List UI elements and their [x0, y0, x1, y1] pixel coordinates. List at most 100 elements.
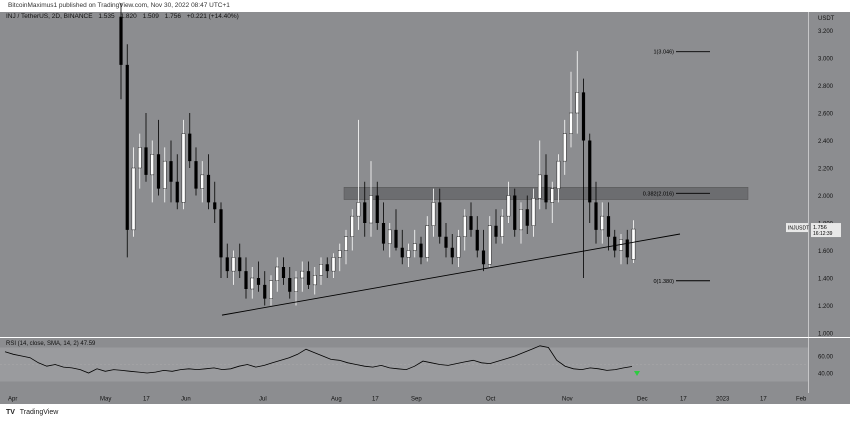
- candle-body: [425, 225, 430, 258]
- candle-body: [419, 243, 423, 258]
- candle-body: [331, 257, 336, 272]
- tradingview-logo-icon: TV: [6, 409, 15, 416]
- time-axis[interactable]: [0, 393, 850, 404]
- candle-body: [156, 154, 161, 189]
- candle-body: [194, 161, 198, 189]
- candle-body: [544, 174, 548, 203]
- candle-body: [487, 225, 492, 265]
- candle-body: [125, 64, 129, 230]
- time-tick-label: Jun: [181, 397, 191, 403]
- candle-body: [294, 277, 298, 292]
- high-value: 1.820: [120, 13, 137, 20]
- candle-body: [431, 202, 436, 226]
- price-tick-label: 3.200: [818, 29, 834, 35]
- candle-body: [181, 133, 186, 203]
- candle-body: [131, 167, 136, 231]
- candle-body: [150, 154, 155, 176]
- candle-body: [581, 92, 586, 141]
- price-tick-label: 1.000: [818, 332, 834, 338]
- rsi-layer: 60.00 40.00: [0, 345, 834, 382]
- candle-body: [381, 223, 386, 244]
- axis-labels-layer: 3.2003.0002.8002.6002.4002.2002.0001.800…: [8, 16, 841, 403]
- price-tag-value: 1.756: [813, 225, 827, 231]
- publish-info: BitcoinMaximus1 published on TradingView…: [0, 0, 850, 12]
- candle-body: [625, 239, 629, 258]
- candle-body: [531, 198, 536, 226]
- candle-body: [206, 174, 211, 203]
- time-tick-label: May: [100, 397, 111, 403]
- currency-label: USDT: [818, 16, 835, 22]
- candle-body: [200, 174, 205, 189]
- ascending-support-line: [221, 233, 681, 316]
- rsi-label-text: RSI (14, close, SMA, 14, 2): [6, 341, 79, 347]
- price-tick-label: 1.600: [818, 249, 834, 255]
- fib-level-label: 0(1.380): [654, 279, 675, 285]
- fib-level-label: 1(3.046): [654, 50, 675, 56]
- candle-body: [494, 225, 498, 237]
- chart-canvas[interactable]: 1(3.046)0.382(2.016)0(1.380) 60.0040.00 …: [0, 0, 850, 404]
- brand-name: TradingView: [19, 409, 59, 416]
- candle-body: [356, 202, 361, 217]
- candle-body: [188, 133, 192, 162]
- time-tick-label: Jul: [259, 397, 267, 403]
- candle-body: [562, 133, 567, 162]
- candle-body: [438, 202, 442, 237]
- candle-body: [137, 147, 142, 169]
- time-tick-label: Apr: [8, 397, 17, 403]
- candle-body: [556, 160, 561, 189]
- price-tag-value-box: [811, 223, 841, 238]
- candle-body: [519, 209, 523, 231]
- candle-body: [444, 236, 448, 248]
- candle-body: [550, 188, 555, 203]
- time-tick-label: 2023: [716, 397, 730, 403]
- candle-body: [469, 216, 473, 230]
- candle-body: [450, 247, 454, 258]
- candle-body: [319, 264, 323, 276]
- time-tick-label: Oct: [486, 397, 496, 403]
- price-tick-label: 1.200: [818, 304, 834, 310]
- time-tick-label: Aug: [331, 397, 342, 403]
- open-value: 1.535: [98, 13, 115, 20]
- candle-body: [600, 215, 605, 231]
- candle-body: [506, 195, 511, 217]
- candle-body: [462, 215, 467, 237]
- candle-body: [537, 174, 542, 199]
- candle-body: [588, 140, 592, 203]
- time-tick-label: 17: [760, 397, 767, 403]
- candle-body: [256, 278, 261, 285]
- candle-body: [244, 271, 248, 289]
- time-tick-label: Sep: [411, 397, 422, 403]
- price-tick-label: 2.800: [818, 84, 834, 90]
- candle-body: [369, 195, 373, 224]
- price-tick-label: 1.400: [818, 277, 834, 283]
- candle-body: [275, 266, 280, 281]
- price-tag-symbol: INJUSDT: [788, 226, 809, 232]
- candle-body: [231, 257, 236, 272]
- candle-body: [606, 216, 611, 237]
- candle-body: [213, 202, 217, 210]
- rsi-tick-label: 60.00: [818, 355, 834, 361]
- rsi-legend: RSI (14, close, SMA, 14, 2) 47.59: [6, 341, 95, 347]
- candle-body: [169, 161, 173, 182]
- candle-body: [225, 257, 229, 272]
- candle-body: [263, 284, 267, 299]
- rsi-line: [4, 345, 633, 374]
- price-tick-label: 2.200: [818, 167, 834, 173]
- candle-body: [350, 215, 355, 237]
- fib-level-label: 0.382(2.016): [643, 191, 674, 197]
- price-axis[interactable]: [808, 12, 850, 394]
- candle-body: [575, 92, 580, 114]
- price-tag-box: [786, 223, 808, 233]
- candle-body: [312, 275, 317, 286]
- candle-body: [594, 202, 598, 230]
- candle-body: [513, 195, 517, 230]
- candle-body: [481, 250, 486, 265]
- price-tick-label: 2.000: [818, 194, 834, 200]
- time-tick-label: Nov: [562, 397, 573, 403]
- candle-body: [269, 280, 273, 299]
- price-tick-label: 2.400: [818, 139, 834, 145]
- candle-body: [144, 147, 148, 175]
- candle-body: [525, 209, 529, 226]
- time-tick-label: 17: [680, 397, 687, 403]
